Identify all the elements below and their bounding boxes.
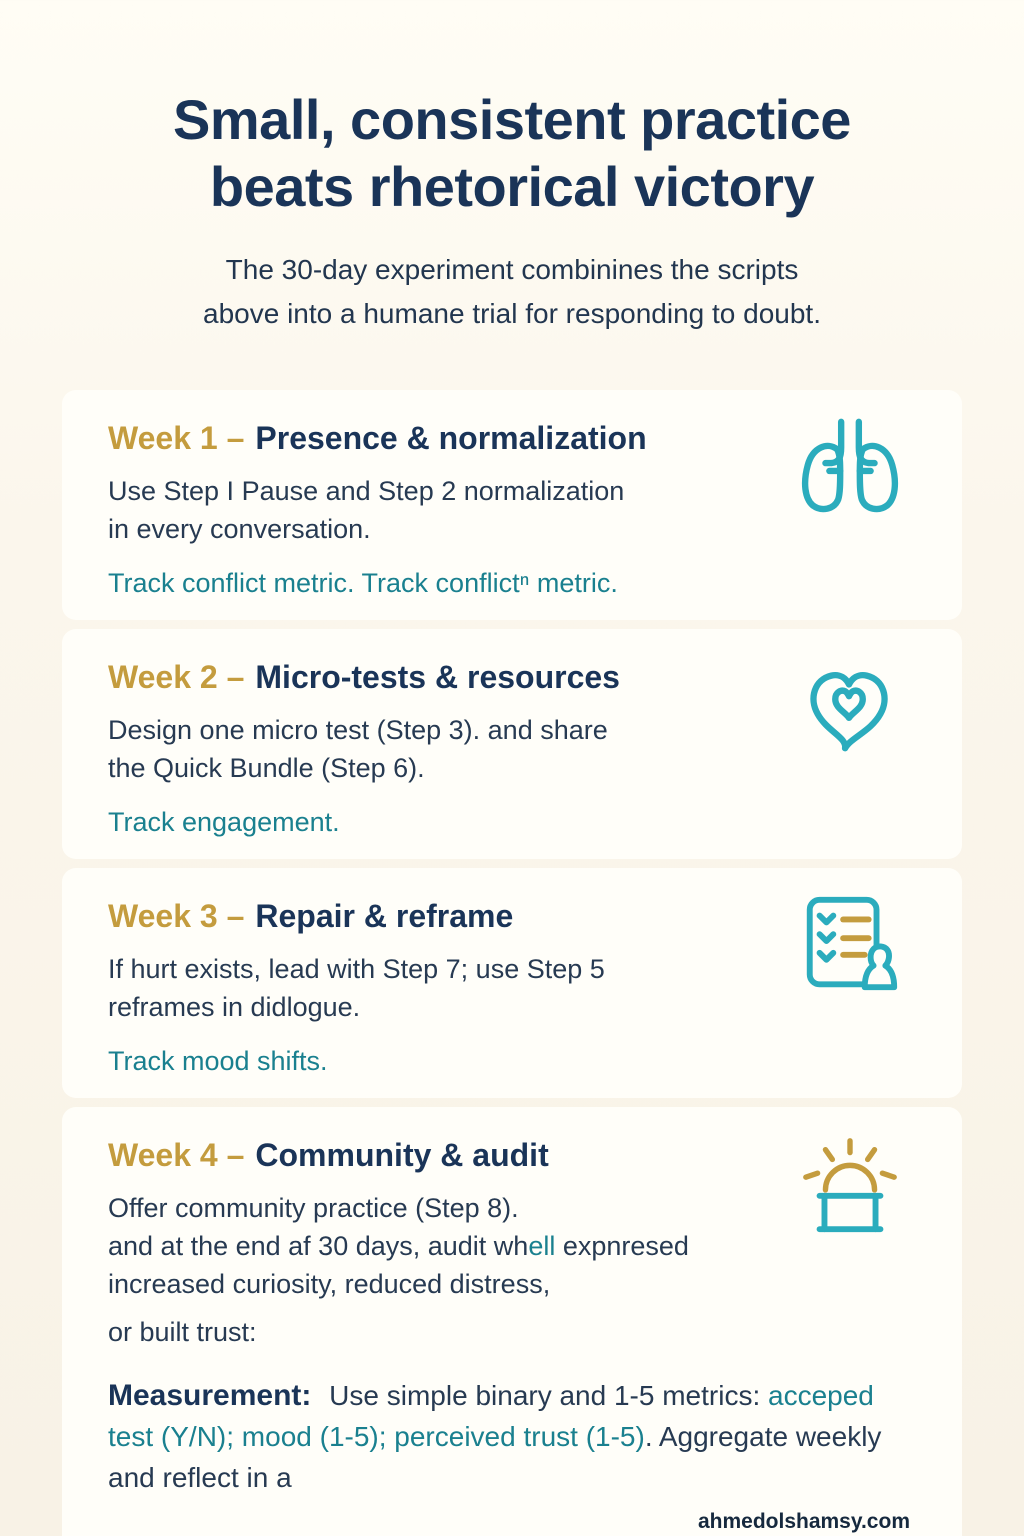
week-1-note: Track conflict metric. Track conflictⁿ m…: [108, 568, 618, 598]
measurement-label: Measurement:: [108, 1379, 312, 1412]
week-4-body-line3: increased curiosity, reduced distress,: [108, 1269, 551, 1299]
measurement-text-before: Use simple binary and 1-5 metrics:: [321, 1380, 769, 1411]
week-2-card: Week 2 – Micro-tests & resources Design o…: [62, 629, 962, 859]
week-4-label: Week 4 –: [108, 1137, 245, 1173]
week-3-body-line2: reframes in didlogue.: [108, 992, 361, 1022]
measurement-line1: Measurement: Use simple binary and 1-5 m…: [108, 1375, 916, 1416]
week-3-label: Week 3 –: [108, 898, 245, 934]
week-2-label: Week 2 –: [108, 659, 245, 695]
week-4-body-line1: Offer community practice (Step 8).: [108, 1193, 519, 1223]
week-1-body-line2: in every conversation.: [108, 514, 371, 544]
week-4-body-line4: or built trust:: [108, 1317, 257, 1347]
week-4-line2-post: expnresed: [555, 1231, 689, 1261]
week-4-line2-teal: ell: [528, 1231, 556, 1261]
lungs-icon: [796, 414, 904, 522]
page-subtitle-line1: The 30-day experiment combinines the scr…: [225, 254, 799, 285]
page-subtitle-line2: above into a humane trial for responding…: [203, 298, 821, 329]
heart-bubble-icon: [796, 653, 904, 761]
measurement-line2: test (Y/N); mood (1-5); perceived trust …: [108, 1416, 916, 1457]
week-1-heading: Week 1 – Presence & normalization: [108, 418, 916, 458]
week-3-body-line1: If hurt exists, lead with Step 7; use St…: [108, 954, 605, 984]
week-1-body: Use Step I Pause and Step 2 normalizatio…: [108, 472, 788, 548]
page-subtitle: The 30-day experiment combinines the scr…: [0, 248, 1024, 336]
week-1-label: Week 1 –: [108, 420, 245, 456]
measurement-line3: and reflect in a: [108, 1462, 292, 1493]
week-4-line2-pre: and at the end af 30 days, audit wh: [108, 1231, 529, 1261]
page-title-line2: beats rhetorical victory: [209, 155, 815, 218]
measurement-teal-2: test (Y/N); mood (1-5); perceived trust …: [108, 1421, 645, 1452]
week-1-card: Week 1 – Presence & normalization Use Ste…: [62, 390, 962, 620]
week-2-body: Design one micro test (Step 3). and shar…: [108, 711, 788, 787]
week-4-card: Week 4 – Community & audit Offer communit…: [62, 1107, 962, 1536]
week-2-heading: Week 2 – Micro-tests & resources: [108, 657, 916, 697]
week-2-body-line1: Design one micro test (Step 3). and shar…: [108, 715, 608, 745]
week-2-note: Track engagement.: [108, 807, 340, 837]
week-4-body-line2: and at the end af 30 days, audit whell e…: [108, 1227, 788, 1265]
measurement-block: Measurement: Use simple binary and 1-5 m…: [108, 1375, 916, 1498]
week-2-title: Micro-tests & resources: [255, 659, 620, 695]
page-title-line1: Small, consistent practice: [173, 88, 851, 151]
week-4-body: Offer community practice (Step 8). and a…: [108, 1189, 788, 1351]
week-3-body: If hurt exists, lead with Step 7; use St…: [108, 950, 788, 1026]
week-4-heading: Week 4 – Community & audit: [108, 1135, 916, 1175]
week-1-body-line1: Use Step I Pause and Step 2 normalizatio…: [108, 476, 625, 506]
weeks-list: Week 1 – Presence & normalization Use Ste…: [62, 390, 962, 1536]
week-3-title: Repair & reframe: [255, 898, 514, 934]
week-3-card: Week 3 – Repair & reframe If hurt exists,…: [62, 868, 962, 1098]
week-2-body-line2: the Quick Bundle (Step 6).: [108, 753, 425, 783]
measurement-text-after: . Aggregate weekly: [644, 1421, 882, 1452]
sun-box-icon: [796, 1131, 904, 1239]
measurement-teal-1: acceped: [768, 1380, 874, 1411]
page-title: Small, consistent practice beats rhetori…: [0, 86, 1024, 220]
checklist-person-icon: [796, 892, 904, 1000]
site-url: ahmedolshamsy.com: [697, 1510, 910, 1533]
week-4-title: Community & audit: [255, 1137, 549, 1173]
week-3-note: Track mood shifts.: [108, 1046, 328, 1076]
week-1-title: Presence & normalization: [255, 420, 647, 456]
week-3-heading: Week 3 – Repair & reframe: [108, 896, 916, 936]
